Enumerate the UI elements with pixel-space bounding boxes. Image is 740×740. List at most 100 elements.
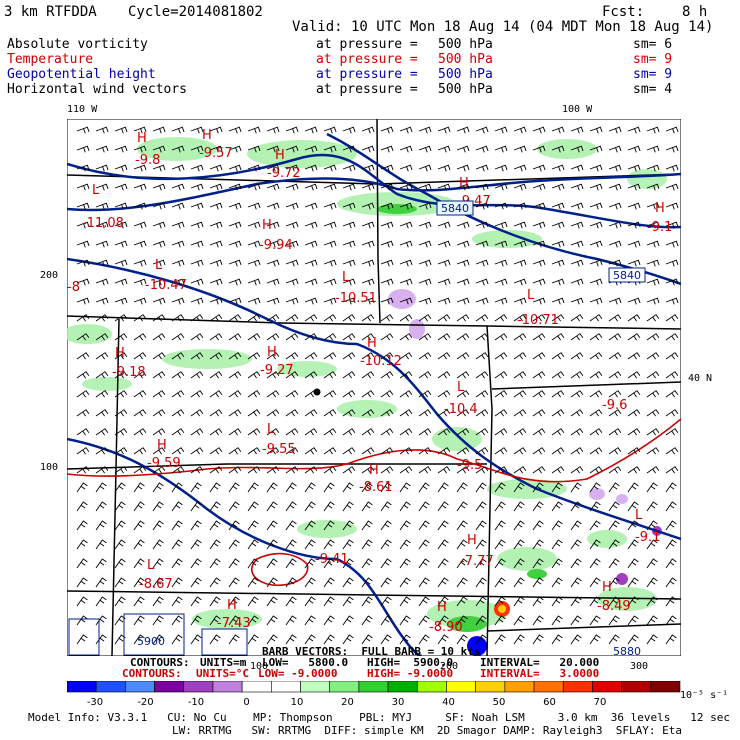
wind-barb [152,164,166,172]
wind-barb [665,390,679,398]
wind-barb [361,371,375,379]
wind-barb [532,466,546,474]
wind-barb [513,409,527,417]
wind-barb [266,520,278,531]
wind-barb [285,278,299,286]
wind-barb [551,145,565,153]
wind-barb [608,539,620,550]
wind-barb [456,126,470,134]
wind-barb [665,428,679,436]
wind-barb [323,501,335,512]
wind-barb [95,466,109,474]
wind-barb [171,183,185,191]
wind-barb [95,539,107,550]
wind-barb [361,240,375,248]
wind-barb [114,240,128,248]
wind-barb [190,558,202,569]
wind-barb [304,520,316,531]
wind-barb [209,520,221,531]
wind-barb [437,539,449,550]
wind-barb [570,183,584,191]
wind-barb [228,428,242,436]
wind-barb [209,145,223,153]
wind-barb [247,520,259,531]
wind-barb [209,596,221,607]
colorbar-cell [212,681,243,693]
wind-barb [475,447,489,455]
wind-barb [551,615,563,626]
wind-barb [513,126,527,134]
wind-barb [437,371,451,379]
wind-barb [95,520,107,531]
wind-barb [361,221,375,229]
wind-barb [247,183,261,191]
wind-barb [76,333,90,341]
wind-barb [323,447,337,455]
wind-barb [304,539,316,550]
colorbar-cell [95,681,126,693]
wind-barb [494,409,508,417]
wind-barb [285,409,299,417]
wind-barb [152,634,164,645]
wind-barb [323,577,335,588]
wind-barb [494,539,506,550]
wind-barb [190,428,204,436]
wind-barb [551,520,563,531]
wind-barb [418,539,430,550]
wind-barb [475,428,489,436]
wind-barb [399,371,413,379]
wind-barb [285,390,299,398]
wind-barb [589,202,603,210]
weather-map: H -9.8 H -9.57 H -9.72 H -9.47 L -11.08 … [67,119,681,656]
wind-barb [114,126,128,134]
colorbar-cell [592,681,622,693]
wind-barb [285,634,297,645]
wind-barb [114,297,128,305]
colorbar-cell [475,681,506,693]
temp-h-value: -9.27 [260,363,294,378]
wind-barb [589,577,601,588]
wind-barb [76,145,90,153]
wind-barb [228,558,240,569]
wind-barb [627,447,641,455]
wind-barb [95,409,109,417]
wind-barb [266,314,280,322]
wind-barb [266,390,280,398]
wind-barb [456,520,468,531]
wind-barb [76,466,90,474]
wind-barb [323,145,337,153]
wind-barb [665,297,679,305]
wind-barb [323,240,337,248]
colorbar-cell [300,681,331,693]
height-label: 5900 [137,635,165,648]
wind-barb [95,164,109,172]
wind-barb [380,202,394,210]
wind-barb [228,202,242,210]
wind-barb [475,577,487,588]
wind-barb [171,314,185,322]
wind-barb [646,482,658,493]
wind-barb [342,221,356,229]
wind-barb [133,482,145,493]
wind-barb [456,482,468,493]
temp-h-mark: H [437,600,447,615]
wind-barb [475,183,489,191]
wind-barb [494,221,508,229]
wind-barb [494,615,506,626]
wind-barb [95,259,109,267]
wind-barb [570,539,582,550]
wind-barb [304,409,318,417]
wind-barb [589,447,603,455]
wind-barb [190,164,204,172]
wind-barb [418,409,432,417]
wind-barb [133,539,145,550]
wind-barb [570,126,584,134]
wind-barb [152,466,166,474]
wind-barb [190,278,204,286]
contours-interval-c: INTERVAL= 3.0000 [480,667,600,680]
wind-barb [114,183,128,191]
wind-barb [342,333,356,341]
wind-barb [171,482,183,493]
wind-barb [380,634,392,645]
wind-barb [418,145,432,153]
